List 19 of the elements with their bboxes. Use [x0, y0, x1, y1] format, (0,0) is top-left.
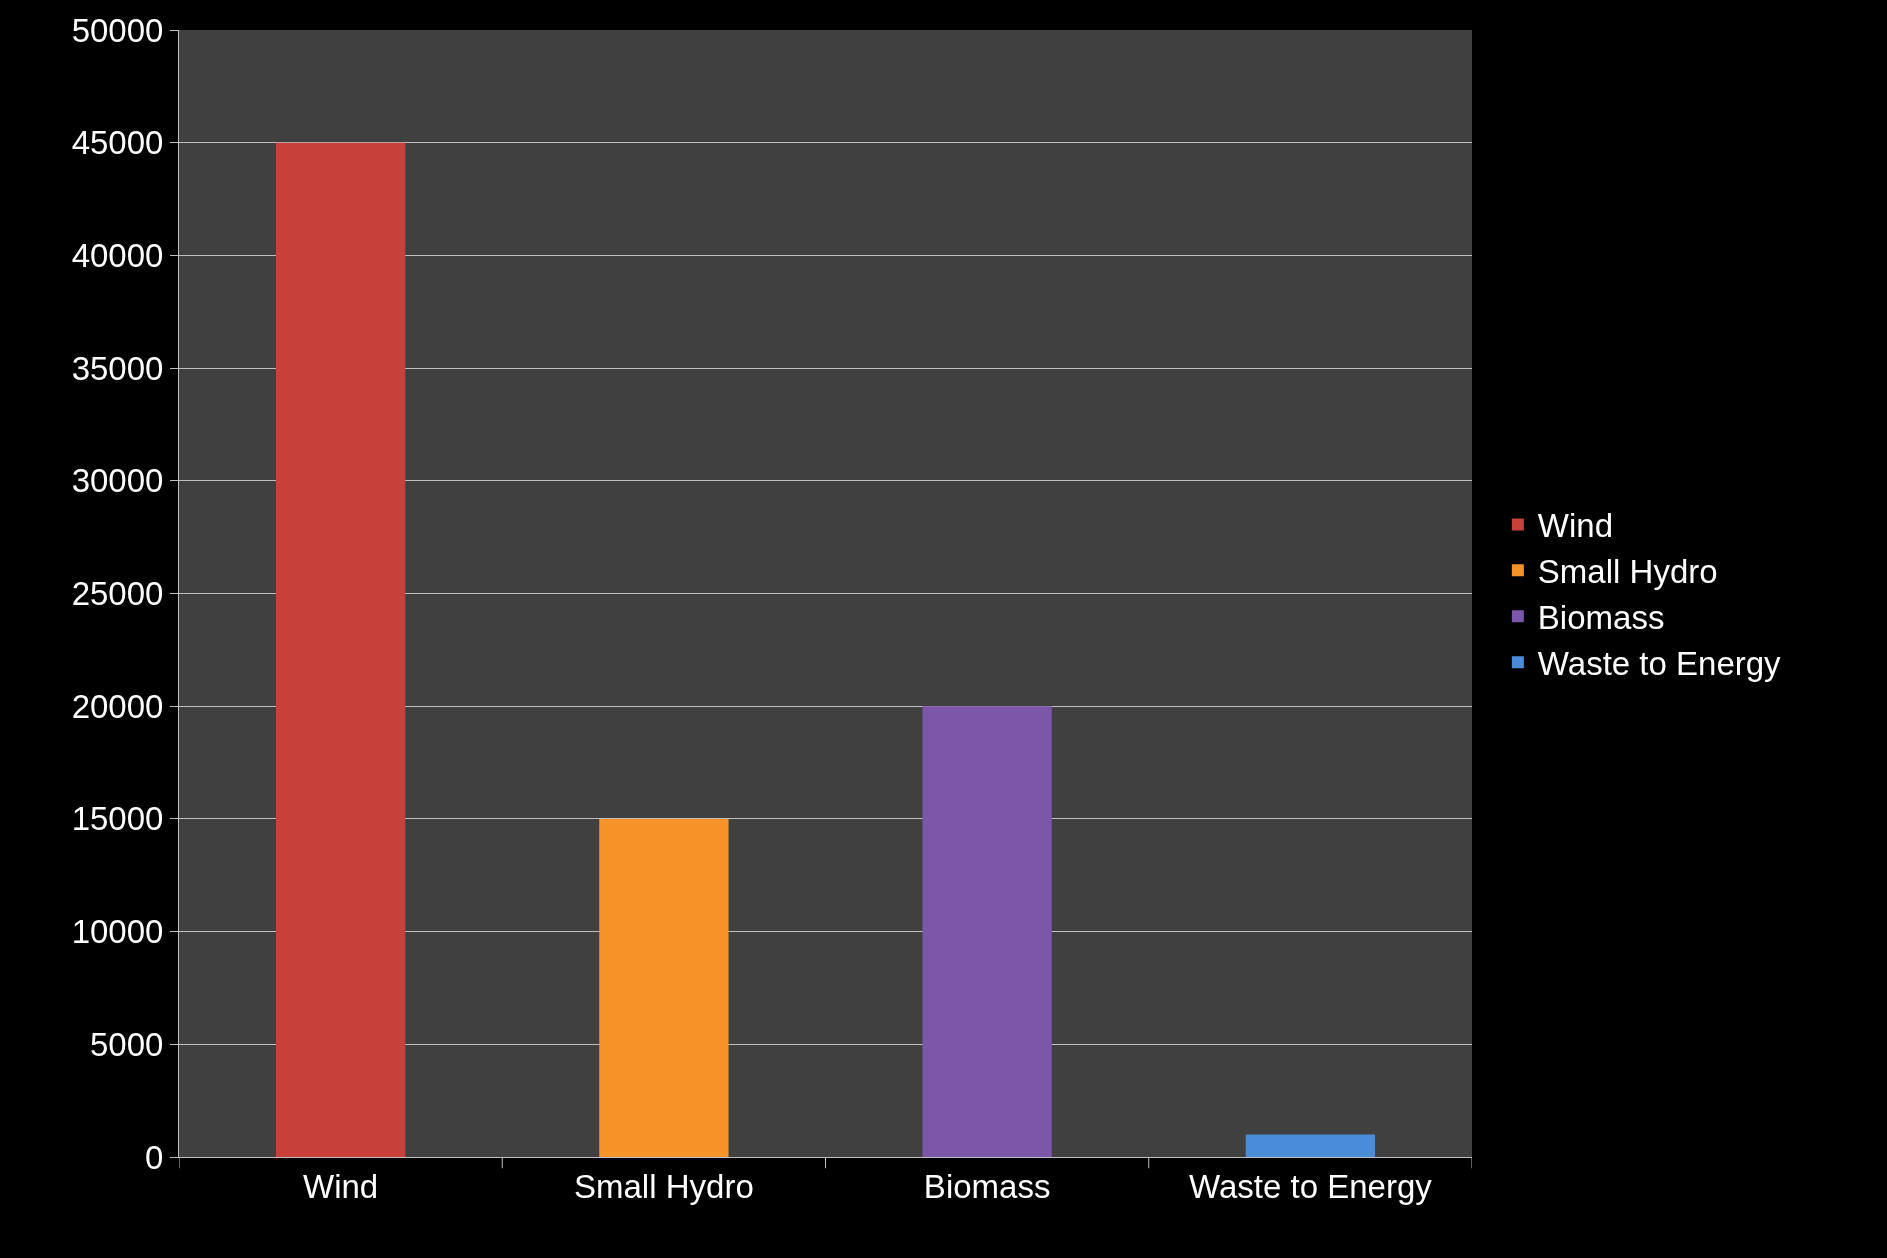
y-tick-label: 30000	[71, 462, 164, 500]
legend-label: Biomass	[1537, 599, 1665, 637]
y-tick-label: 50000	[71, 11, 164, 49]
y-tick-label: 20000	[71, 687, 164, 725]
x-tick-label: Small Hydro	[574, 1167, 754, 1205]
y-tick-label: 15000	[71, 800, 164, 838]
x-tick-label: Waste to Energy	[1189, 1167, 1433, 1205]
x-tick-label: Wind	[303, 1167, 379, 1205]
y-tick-label: 10000	[71, 913, 164, 951]
legend-label: Waste to Energy	[1537, 645, 1782, 683]
y-tick-label: 0	[145, 1138, 164, 1176]
y-tick-label: 25000	[71, 575, 164, 613]
y-tick-label: 40000	[71, 236, 164, 274]
y-tick-label: 45000	[71, 124, 164, 162]
x-tick-label: Biomass	[923, 1167, 1051, 1205]
y-tick-label: 35000	[71, 349, 164, 387]
legend-label: Small Hydro	[1537, 553, 1718, 591]
y-tick-label: 5000	[89, 1025, 164, 1063]
legend-label: Wind	[1537, 507, 1614, 545]
